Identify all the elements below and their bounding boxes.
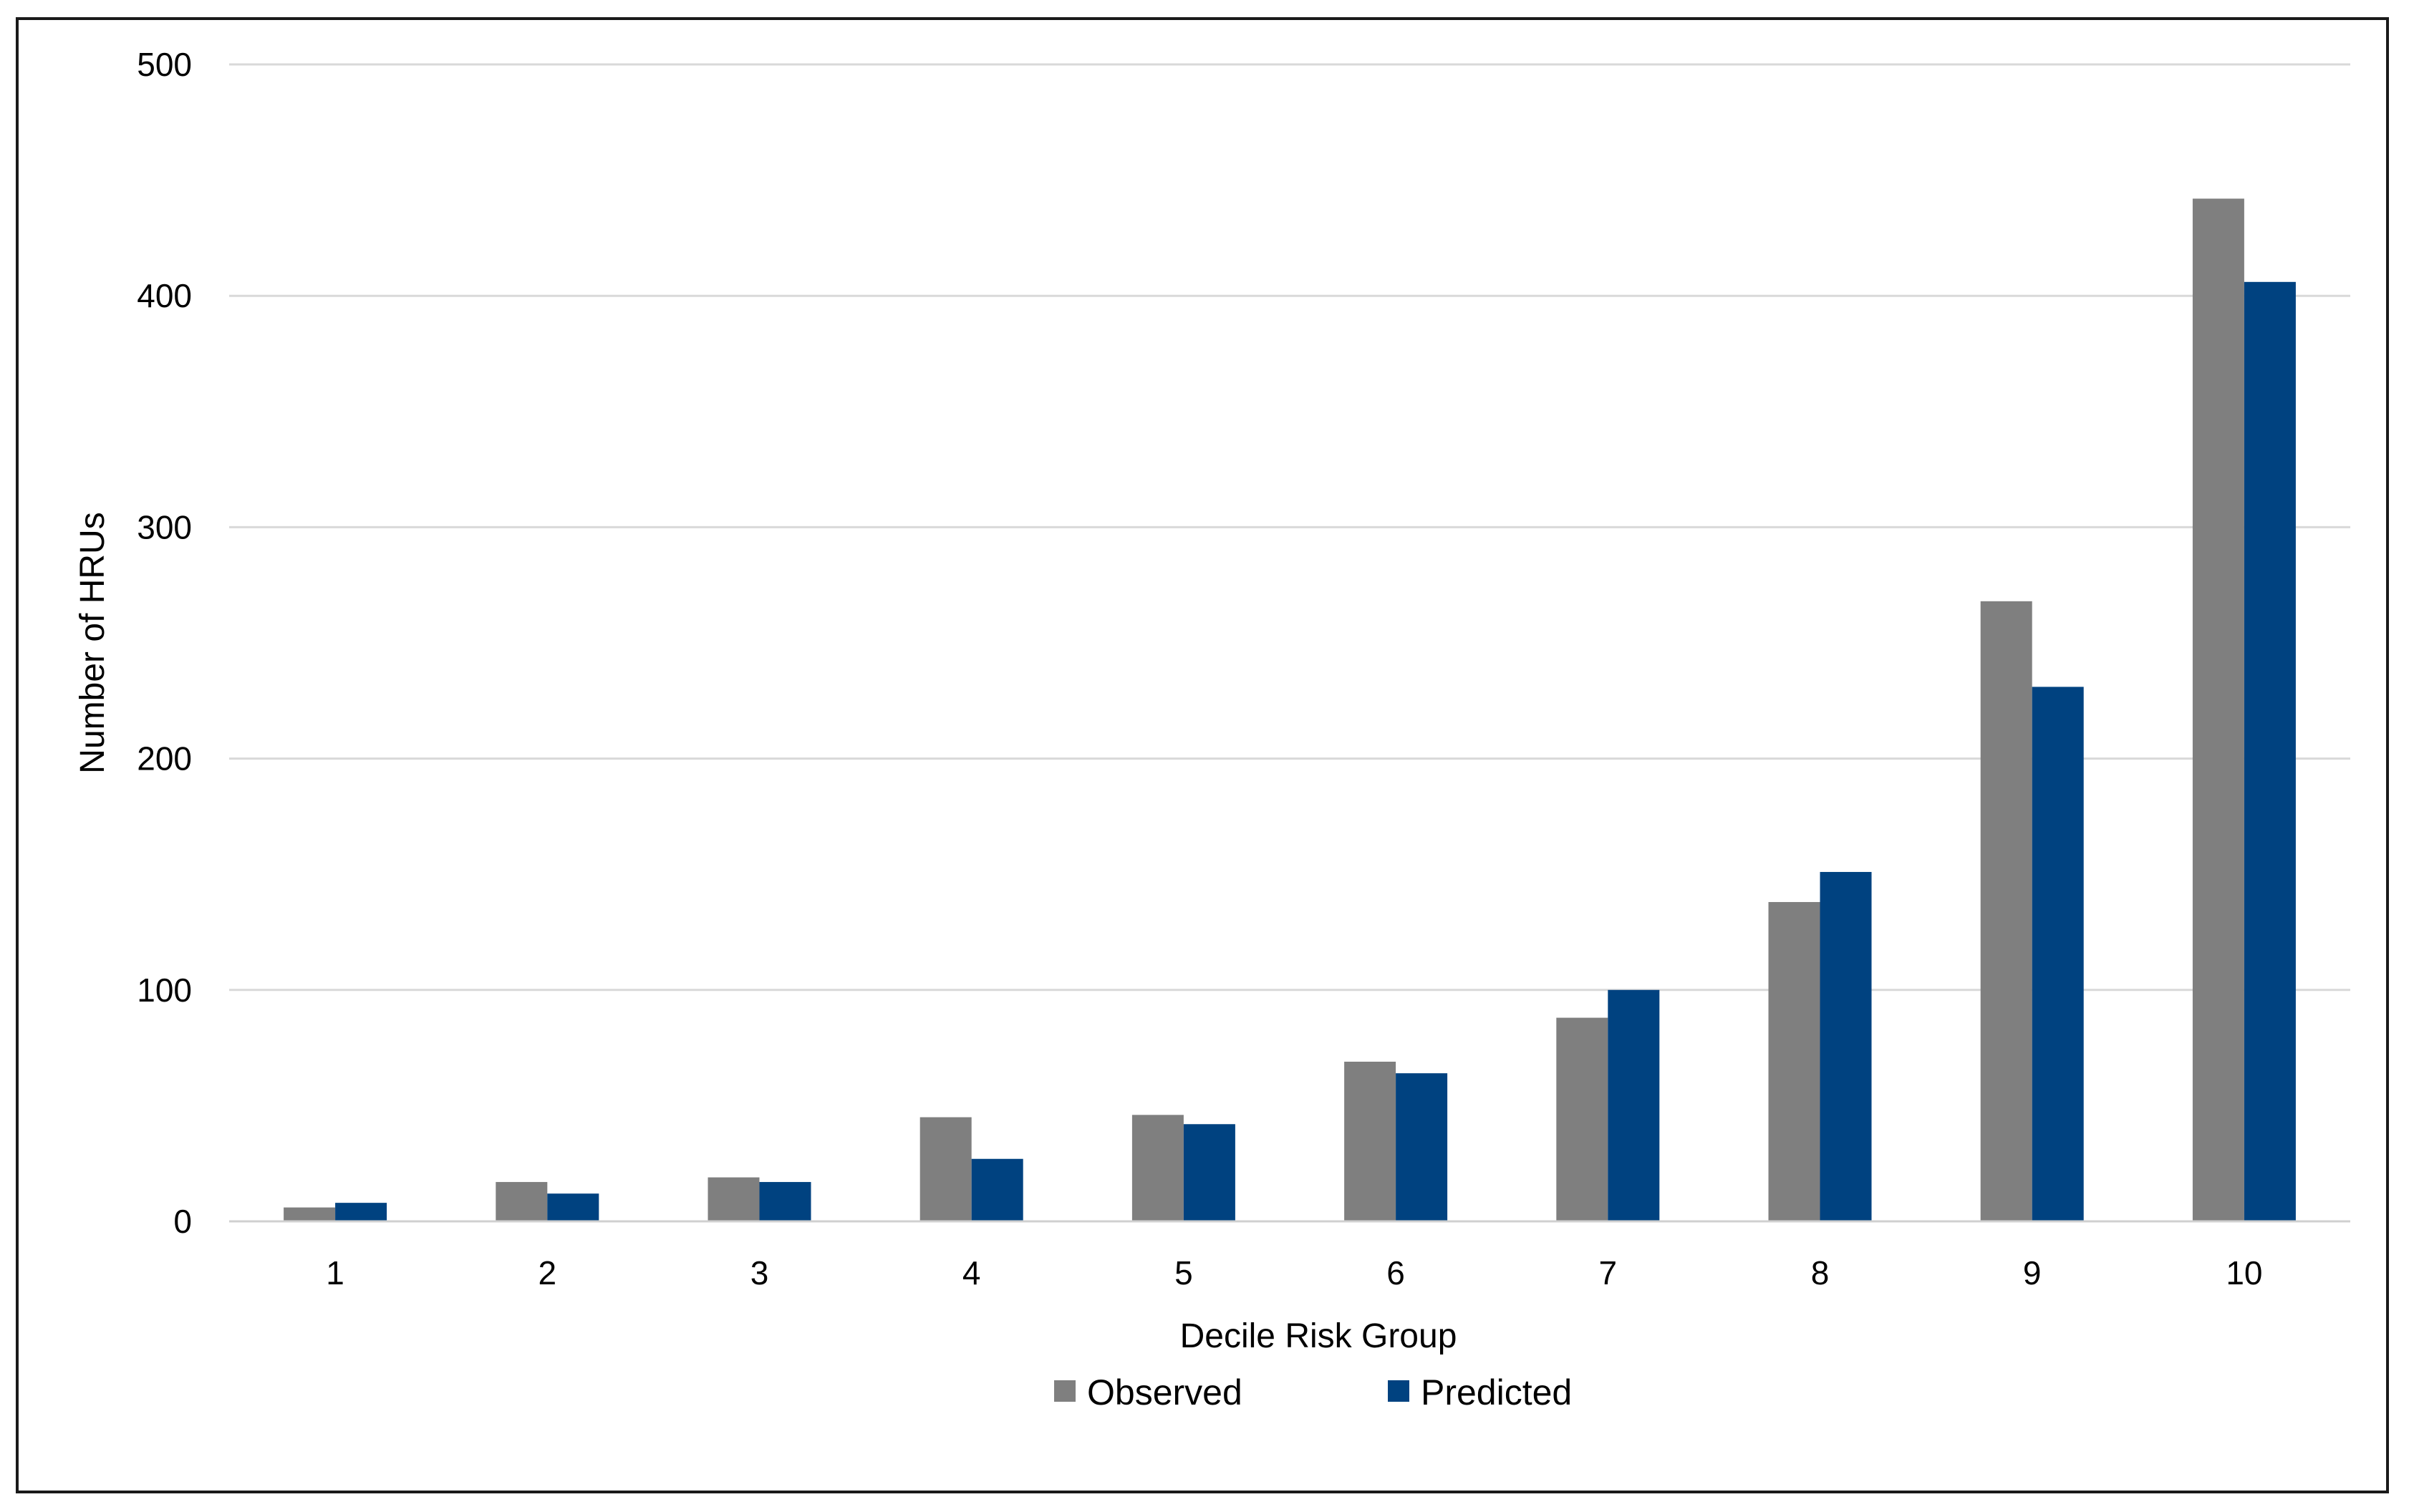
y-tick-label: 300 xyxy=(137,508,192,546)
x-tick-labels: 1 2 3 4 5 6 7 8 9 10 xyxy=(326,1254,2262,1292)
x-tick-label: 3 xyxy=(750,1254,769,1292)
observed-bar xyxy=(1131,1115,1184,1221)
observed-bar xyxy=(284,1207,336,1221)
predicted-bar xyxy=(2032,687,2084,1221)
y-tick-label: 100 xyxy=(137,971,192,1009)
y-tick-labels: 0 100 200 300 400 500 xyxy=(137,46,192,1240)
observed-bar xyxy=(1344,1061,1396,1221)
predicted-bar xyxy=(547,1193,599,1221)
y-tick-label: 200 xyxy=(137,740,192,777)
observed-bar xyxy=(496,1182,548,1221)
observed-bar xyxy=(919,1117,972,1221)
legend: Observed Predicted xyxy=(1054,1372,1572,1412)
observed-bar xyxy=(2192,198,2244,1221)
y-tick-label: 400 xyxy=(137,277,192,314)
y-axis-title: Number of HRUs xyxy=(74,512,112,773)
x-tick-label: 5 xyxy=(1174,1254,1193,1292)
predicted-bar xyxy=(759,1182,811,1221)
bars xyxy=(284,198,2296,1222)
y-tick-label: 0 xyxy=(173,1203,192,1240)
x-tick-label: 9 xyxy=(2023,1254,2042,1292)
x-tick-label: 6 xyxy=(1386,1254,1405,1292)
observed-bar xyxy=(1556,1017,1608,1221)
predicted-bar xyxy=(2244,281,2296,1222)
x-tick-label: 7 xyxy=(1599,1254,1618,1292)
x-axis-title: Decile Risk Group xyxy=(1180,1317,1457,1355)
predicted-bar xyxy=(1820,871,1872,1221)
predicted-bar xyxy=(335,1203,387,1221)
y-tick-label: 500 xyxy=(137,46,192,83)
observed-bar xyxy=(708,1177,760,1221)
predicted-bar xyxy=(1396,1073,1448,1221)
observed-legend-swatch xyxy=(1054,1380,1076,1402)
x-tick-label: 8 xyxy=(1811,1254,1830,1292)
predicted-legend-label: Predicted xyxy=(1421,1372,1572,1412)
observed-legend-label: Observed xyxy=(1087,1372,1242,1412)
observed-bar xyxy=(1768,901,1820,1221)
predicted-bar xyxy=(1608,989,1660,1221)
x-tick-label: 2 xyxy=(539,1254,557,1292)
x-tick-label: 1 xyxy=(326,1254,344,1292)
predicted-bar xyxy=(971,1158,1023,1221)
predicted-legend-swatch xyxy=(1388,1380,1409,1402)
observed-bar xyxy=(1980,601,2032,1221)
x-tick-label: 4 xyxy=(962,1254,981,1292)
x-tick-label: 10 xyxy=(2226,1254,2262,1292)
predicted-bar xyxy=(1183,1124,1235,1221)
